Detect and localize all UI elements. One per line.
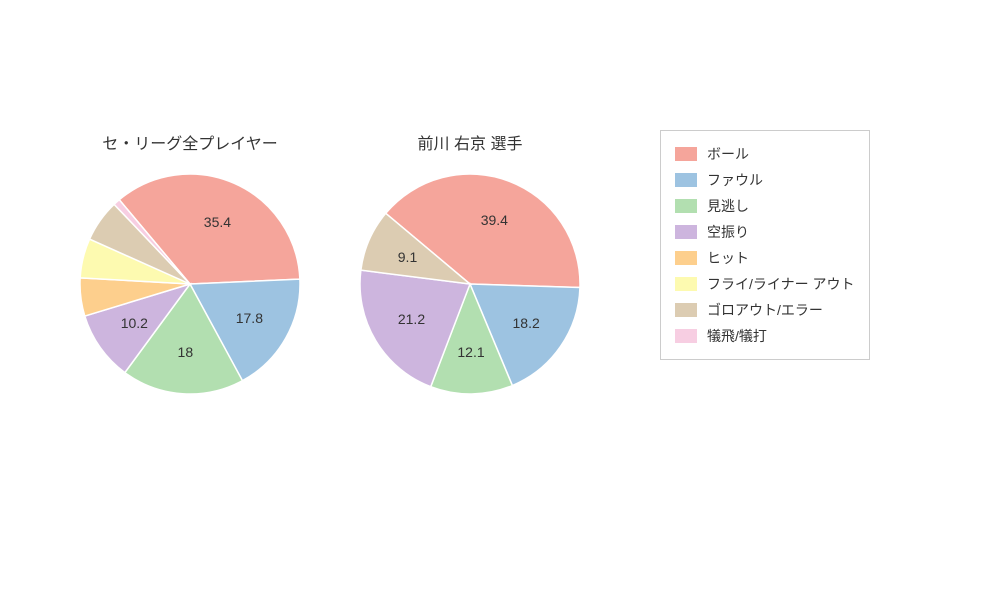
pie-label-look: 18 [178,344,194,360]
legend-label: ファウル [707,170,763,190]
chart-title: 前川 右京 選手 [360,130,580,154]
legend-item-foul: ファウル [675,167,855,193]
legend-swatch [675,173,697,187]
pie-label-swing_miss: 10.2 [121,315,148,331]
legend-item-ball: ボール [675,141,855,167]
legend: ボールファウル見逃し空振りヒットフライ/ライナー アウトゴロアウト/エラー犠飛/… [660,130,870,360]
chart-container: セ・リーグ全プレイヤー 35.4 17.8 18 10.2 前川 右京 選手 39.4 18.… [0,0,1000,600]
legend-swatch [675,225,697,239]
pie-label-ground_out: 9.1 [398,249,417,265]
pie-label-ball: 35.4 [204,214,231,230]
legend-label: フライ/ライナー アウト [707,274,855,294]
pie-wrap: 39.4 18.2 12.1 21.2 9.1 [360,174,580,394]
legend-swatch [675,147,697,161]
legend-item-look: 見逃し [675,193,855,219]
pie-chart-0: セ・リーグ全プレイヤー 35.4 17.8 18 10.2 [80,130,300,394]
pie-label-foul: 18.2 [513,315,540,331]
legend-label: ゴロアウト/エラー [707,300,823,320]
legend-item-swing_miss: 空振り [675,219,855,245]
legend-label: 犠飛/犠打 [707,326,767,346]
pie-wrap: 35.4 17.8 18 10.2 [80,174,300,394]
legend-label: ボール [707,144,749,164]
pie-label-ball: 39.4 [481,212,508,228]
legend-swatch [675,277,697,291]
legend-item-sac: 犠飛/犠打 [675,323,855,349]
pie-label-look: 12.1 [457,344,484,360]
pie-svg [360,174,580,394]
chart-title: セ・リーグ全プレイヤー [80,130,300,154]
legend-label: ヒット [707,248,749,268]
pie-label-swing_miss: 21.2 [398,311,425,327]
pie-label-foul: 17.8 [236,310,263,326]
legend-swatch [675,303,697,317]
legend-swatch [675,199,697,213]
legend-item-ground_out: ゴロアウト/エラー [675,297,855,323]
legend-swatch [675,251,697,265]
legend-item-fly_out: フライ/ライナー アウト [675,271,855,297]
legend-swatch [675,329,697,343]
legend-label: 見逃し [707,196,749,216]
pie-svg [80,174,300,394]
legend-label: 空振り [707,222,749,242]
pie-chart-1: 前川 右京 選手 39.4 18.2 12.1 21.2 9.1 [360,130,580,394]
legend-item-hit: ヒット [675,245,855,271]
